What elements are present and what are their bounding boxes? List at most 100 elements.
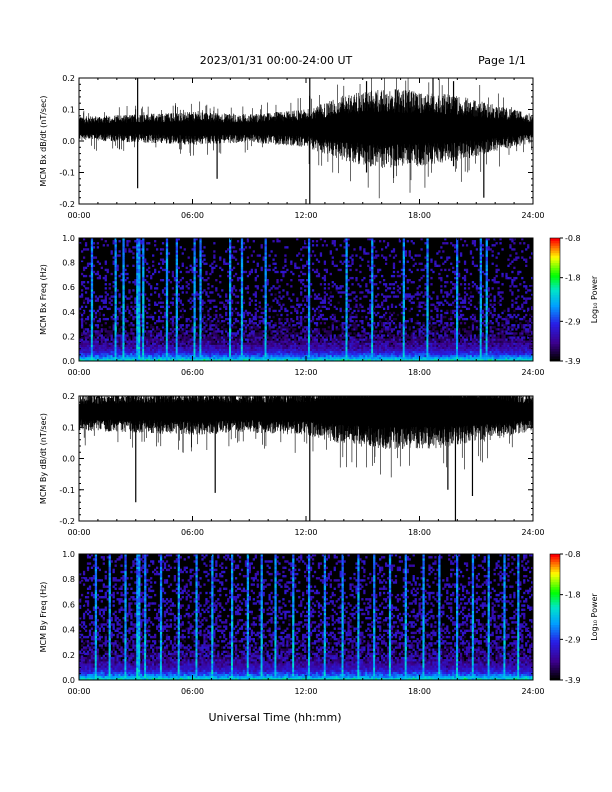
colorbar-segment <box>550 289 560 293</box>
y-tick-label: 0.2 <box>62 392 75 401</box>
colorbar-segment <box>550 341 560 345</box>
y-tick-label: 0.6 <box>62 283 75 292</box>
colorbar-segment <box>550 319 560 323</box>
colorbar-segment <box>550 314 560 318</box>
y-axis-label: MCM Bx dB/dt (nT/sec) <box>39 95 48 186</box>
colorbar-segment <box>550 267 560 271</box>
y-tick-label: 0.2 <box>62 332 75 341</box>
y-tick-label: 1.0 <box>62 234 75 243</box>
colorbar-segment <box>550 571 560 575</box>
y-tick-label: 0.0 <box>62 455 75 464</box>
colorbar-segment <box>550 309 560 313</box>
y-tick-label: 0.0 <box>62 357 75 366</box>
x-tick-label: 06:00 <box>181 687 204 696</box>
colorbar-segment <box>550 331 560 335</box>
colorbar-segment <box>550 284 560 288</box>
colorbar-segment <box>550 556 560 560</box>
figure-title: 2023/01/31 00:00-24:00 UT <box>200 54 353 67</box>
colorbar-segment <box>550 584 560 588</box>
colorbar-segment <box>550 299 560 303</box>
colorbar-segment <box>550 324 560 327</box>
colorbar-segment <box>550 559 560 562</box>
x-tick-label: 12:00 <box>294 368 317 377</box>
y-tick-label: 0.4 <box>62 626 75 635</box>
colorbar-segment <box>550 591 560 595</box>
x-tick-label: 06:00 <box>181 528 204 537</box>
colorbar-tick-label: -3.9 <box>565 357 581 366</box>
colorbar-segment <box>550 240 560 244</box>
x-tick-label: 24:00 <box>521 687 544 696</box>
colorbar-segment <box>550 657 560 661</box>
x-tick-label: 18:00 <box>408 528 431 537</box>
x-tick-label: 24:00 <box>521 211 544 220</box>
panel-4-spectrogram <box>79 554 534 681</box>
y-tick-label: 0.8 <box>62 575 75 584</box>
colorbar-segment <box>550 609 560 613</box>
x-tick-label: 24:00 <box>521 528 544 537</box>
colorbar-segment <box>550 358 560 362</box>
colorbar-segment <box>550 287 560 291</box>
colorbar-segment <box>550 627 560 630</box>
colorbar-segment <box>550 282 560 286</box>
colorbar-segment <box>550 277 560 281</box>
colorbar-segment <box>550 589 560 593</box>
colorbar-segment <box>550 245 560 249</box>
colorbar-segment <box>550 564 560 567</box>
colorbar-tick-label: -3.9 <box>565 676 581 685</box>
colorbar-tick-label: -1.8 <box>565 274 581 283</box>
colorbar-tick-label: -1.8 <box>565 591 581 600</box>
page-label: Page 1/1 <box>478 54 526 67</box>
colorbar-segment <box>550 586 560 590</box>
panel-4-axes: 00:00 06:00 12:00 18:00 24:00 1.0 0.8 0.6 0.4 0.2… <box>39 550 545 696</box>
colorbar-segment <box>550 321 560 325</box>
colorbar-segment <box>550 311 560 315</box>
colorbar-segment <box>550 637 560 641</box>
colorbar-segment <box>550 343 560 347</box>
colorbar-segment <box>550 260 560 263</box>
y-tick-label: 1.0 <box>62 550 75 559</box>
colorbar-segment <box>550 353 560 357</box>
colorbar-segment <box>550 554 560 557</box>
y-tick-label: 0.1 <box>62 106 75 115</box>
x-tick-label: 00:00 <box>67 368 90 377</box>
colorbar-segment <box>550 642 560 646</box>
colorbar-segment <box>550 594 560 598</box>
panels-group: 00:00 06:00 12:00 18:00 24:00 0.2 0.1 0.0 -0.1 -0… <box>39 74 599 696</box>
colorbar-segment <box>550 596 560 600</box>
colorbar-segment <box>550 667 560 671</box>
panel-2-spectrogram <box>79 238 534 362</box>
colorbar-segment <box>550 647 560 651</box>
colorbar-segment <box>550 674 560 678</box>
colorbar-segment <box>550 272 560 276</box>
y-tick-label: 0.8 <box>62 259 75 268</box>
colorbar-segment <box>550 624 560 628</box>
colorbar-tick-label: -0.8 <box>565 234 581 243</box>
y-tick-label: -0.1 <box>59 169 75 178</box>
colorbar-segment <box>550 566 560 570</box>
colorbar-segment <box>550 329 560 332</box>
colorbar-segment <box>550 649 560 653</box>
y-tick-label: 0.0 <box>62 137 75 146</box>
y-tick-label: 0.2 <box>62 651 75 660</box>
y-tick-label: -0.1 <box>59 486 75 495</box>
colorbar-segment <box>550 297 560 300</box>
colorbar-segment <box>550 274 560 278</box>
x-tick-label: 12:00 <box>294 687 317 696</box>
colorbar-segment <box>550 652 560 656</box>
x-tick-label: 18:00 <box>408 211 431 220</box>
x-tick-label: 12:00 <box>294 211 317 220</box>
spectrogram-cells <box>79 238 534 362</box>
colorbar-segment <box>550 257 560 261</box>
colorbar-segment <box>550 604 560 608</box>
x-tick-label: 18:00 <box>408 368 431 377</box>
colorbar-segment <box>550 326 560 330</box>
panel-3-series <box>78 396 534 521</box>
x-tick-label: 00:00 <box>67 211 90 220</box>
panel-2-colorbar: -0.8 -1.8 -2.9 -3.9 Log₁₀ Power <box>549 234 599 366</box>
y-axis-label: MCM By dB/dt (nT/sec) <box>39 413 48 504</box>
colorbar-segment <box>550 581 560 585</box>
colorbar-segment <box>550 614 560 618</box>
colorbar-segment <box>550 606 560 610</box>
colorbar-segment <box>550 639 560 643</box>
